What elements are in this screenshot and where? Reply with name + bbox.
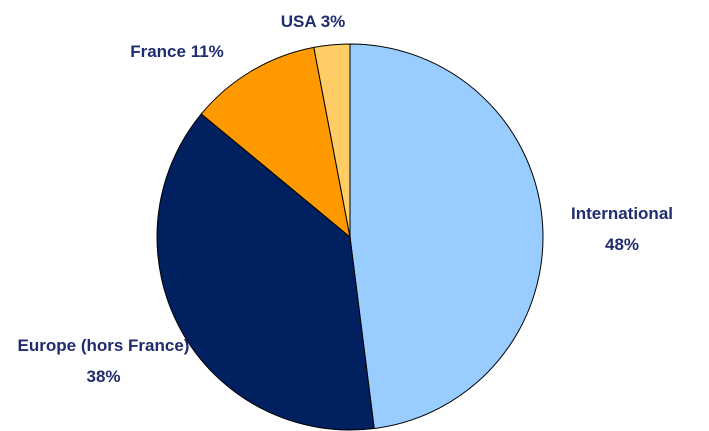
pie-slice: [349, 43, 544, 430]
slice-label: France 11%: [97, 36, 257, 67]
pie-slice: [156, 113, 375, 431]
pie-slice: [200, 46, 351, 239]
category-label: France: [130, 42, 186, 61]
slice-label: USA 3%: [253, 6, 373, 37]
value-label: 38%: [86, 367, 121, 386]
value-label: 3%: [320, 12, 346, 31]
slice-label: Europe (hors France) 38%: [16, 330, 191, 392]
category-label: Europe (hors France): [17, 336, 190, 355]
pie-slice: [313, 43, 351, 238]
category-label: International: [570, 204, 673, 223]
slice-label: International 48%: [552, 198, 692, 260]
value-label: 11%: [190, 42, 224, 61]
category-label: USA: [280, 12, 316, 31]
value-label: 48%: [604, 235, 640, 254]
